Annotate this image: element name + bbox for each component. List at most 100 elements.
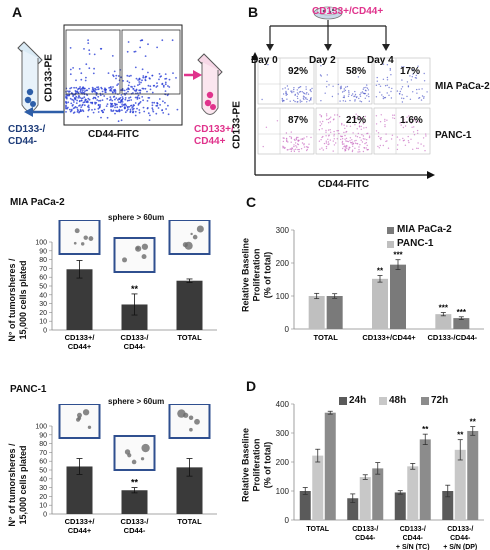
- y-tick-label: 10: [39, 503, 47, 510]
- panel-b-figure: [251, 6, 435, 179]
- sphere-blob: [194, 418, 200, 425]
- sphere-blob: [82, 409, 90, 416]
- y-tick-label: 60: [39, 459, 47, 466]
- sphere-blob: [76, 412, 82, 418]
- panel-d-legend-2: 48h: [389, 395, 407, 406]
- row-label-panc: PANC-1: [435, 130, 472, 141]
- mia-sphere-ylabel-line1: N° of tumorsheres /: [7, 258, 17, 342]
- sphere-image-inset: [168, 404, 211, 439]
- significance-label: **: [131, 284, 139, 294]
- panc-sphere-note: sphere > 60um: [108, 397, 165, 406]
- bar: [176, 280, 203, 330]
- y-tick-label: 0: [43, 328, 47, 335]
- y-tick-label: 70: [39, 450, 47, 457]
- category-label: TOTAL: [177, 517, 202, 526]
- panel-c-letter: C: [246, 194, 257, 210]
- y-tick-label: 30: [39, 301, 47, 308]
- sphere-blob: [190, 232, 193, 236]
- bar: [359, 477, 371, 520]
- sphere-blob: [77, 416, 82, 420]
- category-label: CD44-: [124, 342, 146, 351]
- y-tick-label: 100: [35, 424, 47, 431]
- day-2-label: Day 2: [309, 55, 336, 66]
- tube-right-icon: [197, 53, 223, 115]
- panel-d-ylabel-line1: Relative Baseline: [240, 427, 251, 503]
- bar: [308, 296, 325, 329]
- category-label: CD133+/: [65, 517, 96, 526]
- category-label: CD44+: [68, 342, 92, 351]
- y-tick-label: 80: [39, 441, 47, 448]
- population-negative-line1: CD133-/: [8, 124, 46, 135]
- mia-day4-percent: 17%: [400, 66, 421, 77]
- bar: [66, 269, 93, 330]
- bar: [326, 296, 343, 329]
- bar: [407, 466, 419, 520]
- gate-right: [121, 29, 181, 95]
- panel-c-legend-1: MIA PaCa-2: [397, 224, 452, 235]
- significance-label: **: [470, 418, 477, 427]
- y-tick-label: 100: [276, 487, 290, 496]
- panel-c-ylabel-line3: (% of total): [262, 251, 273, 299]
- bar: [394, 492, 406, 520]
- sphere-blob: [196, 225, 204, 233]
- sphere-blob: [73, 241, 77, 245]
- panel-d-legend-3: 72h: [431, 395, 449, 406]
- category-label: CD133-/: [447, 526, 473, 533]
- panel-c-legend-2: PANC-1: [397, 238, 434, 249]
- mini-plot-frame: [257, 107, 315, 155]
- y-tick-label: 40: [39, 292, 47, 299]
- panel-d-legend-1: 24h: [349, 395, 367, 406]
- population-negative-line2: CD44-: [8, 136, 37, 147]
- y-tick-label: 90: [39, 248, 47, 255]
- sphere-blob: [182, 242, 188, 248]
- panel-d-ylabel-line3: (% of total): [262, 441, 273, 489]
- y-tick-label: 60: [39, 275, 47, 282]
- category-label: CD44+: [68, 526, 92, 535]
- panc-sphere-ylabel: N° of tumorsheres / 15,000 cells plated: [7, 443, 29, 526]
- bar: [312, 455, 324, 520]
- y-tick-label: 80: [39, 257, 47, 264]
- legend-swatch-mia: [387, 227, 394, 234]
- category-label: TOTAL: [306, 526, 329, 533]
- y-tick-label: 10: [39, 319, 47, 326]
- mini-plot-frame: [257, 57, 315, 105]
- bar: [453, 318, 470, 329]
- sphere-image-inset: [113, 435, 156, 471]
- gate-left: [65, 29, 121, 95]
- panel-c-ylabel-line1: Relative Baseline: [240, 237, 251, 313]
- sphere-blob: [122, 257, 128, 263]
- significance-label: ***: [457, 308, 467, 317]
- sphere-blob: [88, 236, 94, 241]
- significance-label: **: [457, 431, 464, 440]
- panel-a-x-axis: CD44-FITC: [88, 129, 140, 140]
- mia-sphere-note: sphere > 60um: [108, 213, 165, 222]
- y-tick-label: 300: [276, 226, 290, 235]
- sphere-blob: [141, 443, 150, 453]
- mia-sphere-title: MIA PaCa-2: [10, 197, 65, 208]
- panel-b-letter: B: [248, 4, 259, 20]
- panel-d-letter: D: [246, 378, 257, 394]
- bar: [372, 468, 384, 520]
- bar: [347, 498, 359, 520]
- sphere-blob: [189, 427, 193, 432]
- significance-label: **: [377, 267, 384, 276]
- category-label: TOTAL: [177, 333, 202, 342]
- panel-c-ylabel: Relative Baseline Proliferation (% of to…: [241, 238, 274, 312]
- category-label: TOTAL: [314, 333, 339, 342]
- category-label: CD133+/: [65, 333, 96, 342]
- panel-a-y-axis: CD133-PE: [43, 54, 55, 102]
- y-tick-label: 30: [39, 485, 47, 492]
- significance-label: **: [422, 425, 429, 434]
- panel-a-letter: A: [12, 4, 23, 20]
- culture-dish-icon: [313, 6, 343, 20]
- category-label: CD133+/CD44+: [362, 333, 416, 342]
- panc-day2-percent: 21%: [346, 115, 367, 126]
- mia-day2-percent: 58%: [346, 66, 367, 77]
- sphere-blob: [183, 412, 189, 418]
- population-positive-line2: CD44+: [194, 136, 226, 147]
- y-tick-label: 0: [285, 516, 290, 525]
- category-label: CD44-: [124, 526, 146, 535]
- bar: [454, 449, 466, 520]
- panc-sphere-ylabel-line2: 15,000 cells plated: [18, 445, 28, 525]
- y-tick-label: 100: [35, 240, 47, 247]
